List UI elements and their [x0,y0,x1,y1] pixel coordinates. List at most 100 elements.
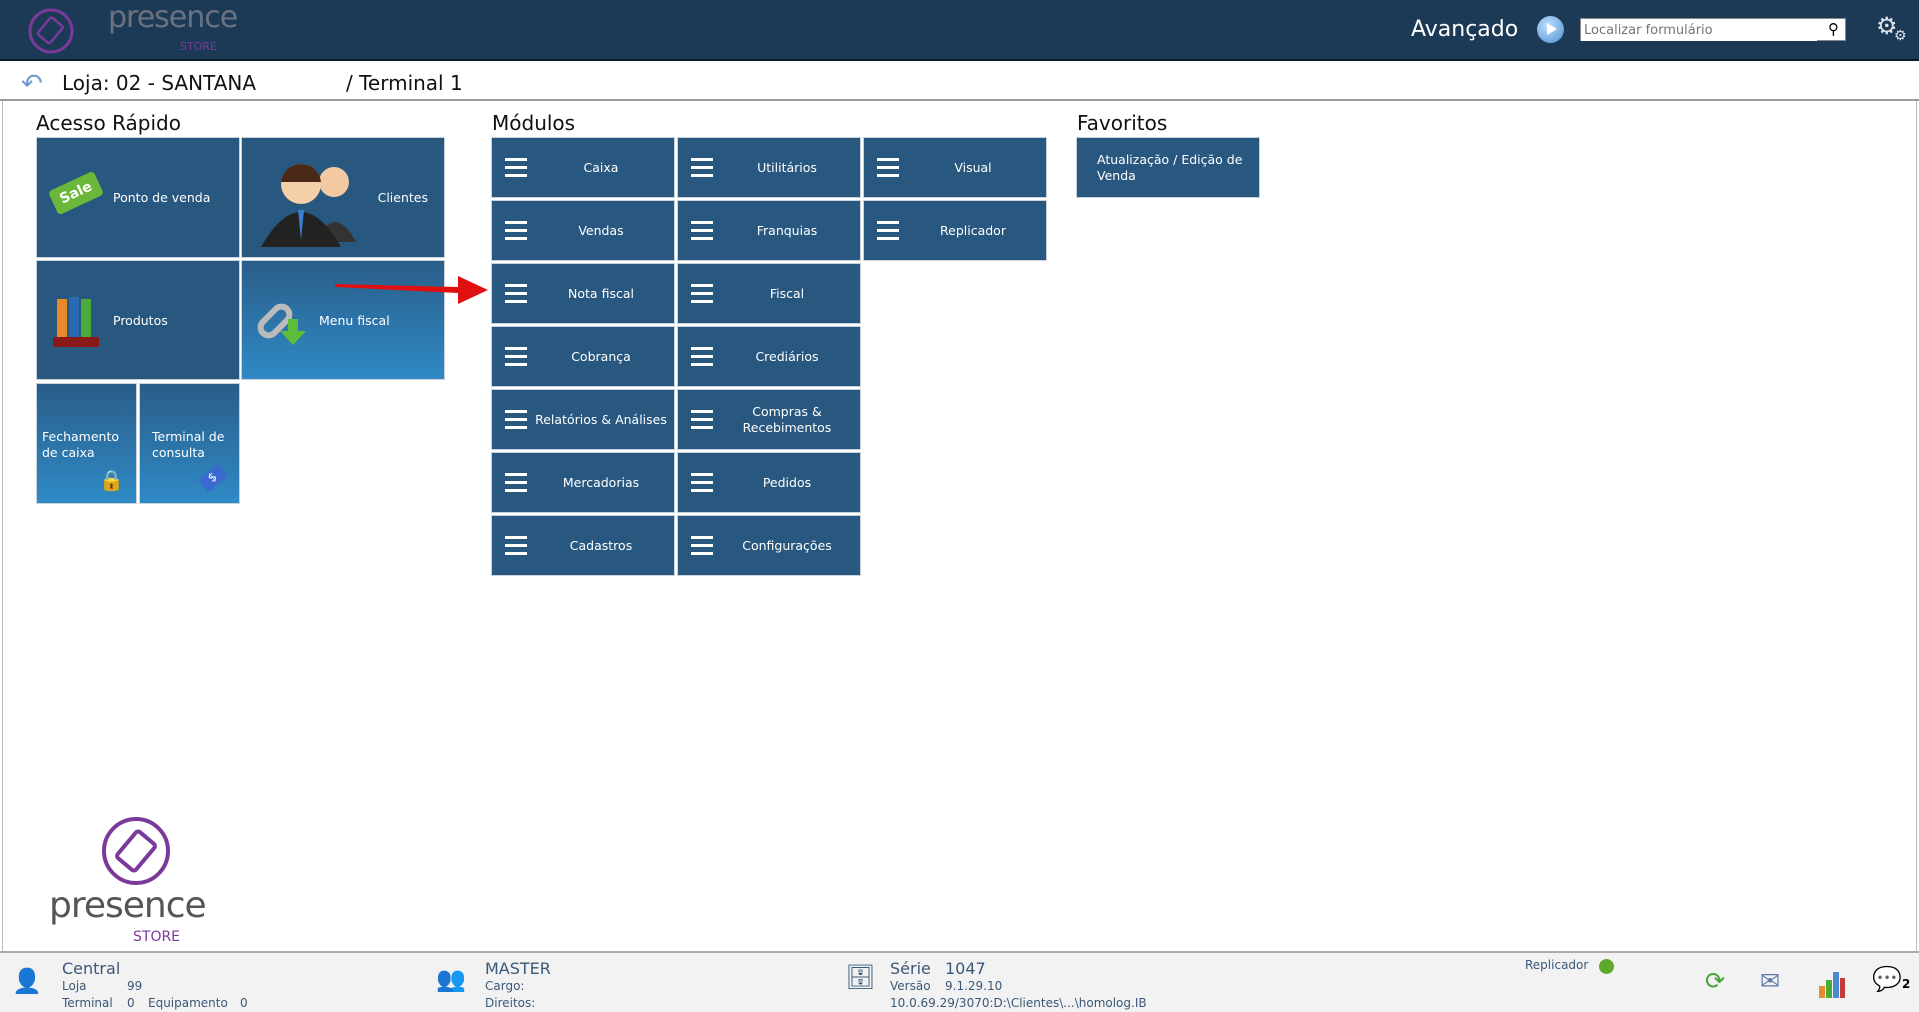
lock-key-icon: 🔒 [99,468,124,492]
hamburger-icon [877,158,899,177]
search-box[interactable]: ⚲ [1580,18,1846,41]
tile-label: Cobrança [571,348,631,364]
module-relatorios-analises[interactable]: Relatórios & Análises [491,389,675,450]
hamburger-icon [691,473,713,492]
tile-clientes[interactable]: Clientes [241,137,445,258]
module-replicador[interactable]: Replicador [863,200,1047,261]
module-visual[interactable]: Visual [863,137,1047,198]
big-logo-sub: STORE [133,929,181,945]
serie-label: Série [890,959,931,978]
role-name: MASTER [485,959,551,978]
module-crediarios[interactable]: Crediários [677,326,861,387]
hamburger-icon [505,221,527,240]
messages-icon[interactable]: 💬 [1872,965,1902,993]
hamburger-icon [691,536,713,555]
module-configuracoes[interactable]: Configurações [677,515,861,576]
sale-tag-icon: Sale [47,170,105,216]
favorite-atualizacao-edicao-venda[interactable]: Atualização / Edição de Venda [1076,137,1260,198]
tile-label: Pedidos [762,474,812,490]
quick-access-title: Acesso Rápido [36,111,181,135]
tile-label: Nota fiscal [568,285,634,301]
tile-terminal-de-consulta[interactable]: Terminal de consulta $ [139,383,240,504]
tile-produtos[interactable]: Produtos [36,260,240,380]
messages-count: 2 [1902,977,1911,991]
tile-label: Atualização / Edição de Venda [1097,152,1243,183]
user-gear-icon: 👥 [436,965,466,993]
settings-small-icon: ⚙ [1894,28,1907,44]
module-compras-recebimentos[interactable]: Compras & Recebimentos [677,389,861,450]
user-name: Central [62,959,121,978]
tile-label: Menu fiscal [319,313,390,328]
module-fiscal[interactable]: Fiscal [677,263,861,324]
tile-label: Configurações [742,537,832,553]
tile-fechamento-de-caixa[interactable]: Fechamento de caixa 🔒 [36,383,137,504]
big-logo-icon [102,817,170,885]
big-logo-text: presence [49,885,207,926]
tile-label: Utilitários [757,159,817,175]
logo-icon [28,8,74,54]
module-franquias[interactable]: Franquias [677,200,861,261]
main-panel [2,101,1917,951]
module-vendas[interactable]: Vendas [491,200,675,261]
search-input[interactable] [1581,20,1817,41]
replicator-label: Replicador [1525,958,1589,972]
cargo-label: Cargo: [485,979,525,993]
tile-label: Visual [954,159,992,175]
tile-label: Clientes [377,190,428,205]
settings-icon[interactable]: ⚙ [1876,12,1898,40]
tile-label: Franquias [756,222,818,238]
tile-menu-fiscal[interactable]: Menu fiscal [241,260,445,380]
tile-label: Compras & Recebimentos [742,403,832,435]
back-arrow-icon[interactable]: ↶ [21,69,43,99]
top-bar: presence STORE Avançado ⚲ ⚙⚙ [0,0,1919,61]
search-icon[interactable]: ⚲ [1828,20,1839,38]
price-tag-icon: $ [197,463,229,493]
crayons-icon [53,297,99,347]
hamburger-icon [691,158,713,177]
versao-label: Versão [890,979,931,993]
tile-label: Mercadorias [562,474,640,490]
status-bar: 👤 Central Loja 99 Terminal 0 Equipamento… [0,951,1919,1012]
tile-label: Cadastros [569,537,633,553]
hamburger-icon [877,221,899,240]
advanced-link[interactable]: Avançado [1411,17,1519,42]
play-icon[interactable] [1537,16,1564,43]
direitos-label: Direitos: [485,996,536,1010]
module-cobranca[interactable]: Cobrança [491,326,675,387]
bar-chart-icon[interactable] [1818,970,1846,998]
sync-icon[interactable]: ⟳ [1705,967,1726,995]
module-nota-fiscal[interactable]: Nota fiscal [491,263,675,324]
module-caixa[interactable]: Caixa [491,137,675,198]
hamburger-icon [691,347,713,366]
tile-label: Vendas [578,222,624,238]
hamburger-icon [691,284,713,303]
modules-title: Módulos [492,111,576,135]
terminal-label: / Terminal 1 [346,71,463,95]
tile-ponto-de-venda[interactable]: Sale Ponto de venda [36,137,240,258]
hamburger-icon [505,284,527,303]
tile-label: Ponto de venda [113,190,211,205]
module-pedidos[interactable]: Pedidos [677,452,861,513]
user-key-icon: 👤 [12,967,42,995]
store-label: Loja: 02 - SANTANA [62,71,257,95]
hamburger-icon [691,410,713,429]
serie-value: 1047 [945,959,986,978]
tile-label: Fechamento de caixa [42,429,119,460]
tile-label: Crediários [755,348,819,364]
tile-label: Fiscal [769,285,805,301]
terminal-label: Terminal [62,996,113,1010]
module-mercadorias[interactable]: Mercadorias [491,452,675,513]
equipment-value: 0 [240,996,248,1010]
mail-list-icon[interactable]: ✉ [1760,967,1781,995]
tile-label: Relatórios & Análises [535,411,667,427]
tile-label: Produtos [113,313,168,328]
module-cadastros[interactable]: Cadastros [491,515,675,576]
red-arrow-annotation [335,276,488,304]
module-utilitarios[interactable]: Utilitários [677,137,861,198]
tile-label: Replicador [940,222,1006,238]
equipment-label: Equipamento [148,996,228,1010]
users-icon [261,163,356,247]
brand-logo: presence [108,0,238,35]
hamburger-icon [505,410,527,429]
tile-label: Caixa [583,159,619,175]
